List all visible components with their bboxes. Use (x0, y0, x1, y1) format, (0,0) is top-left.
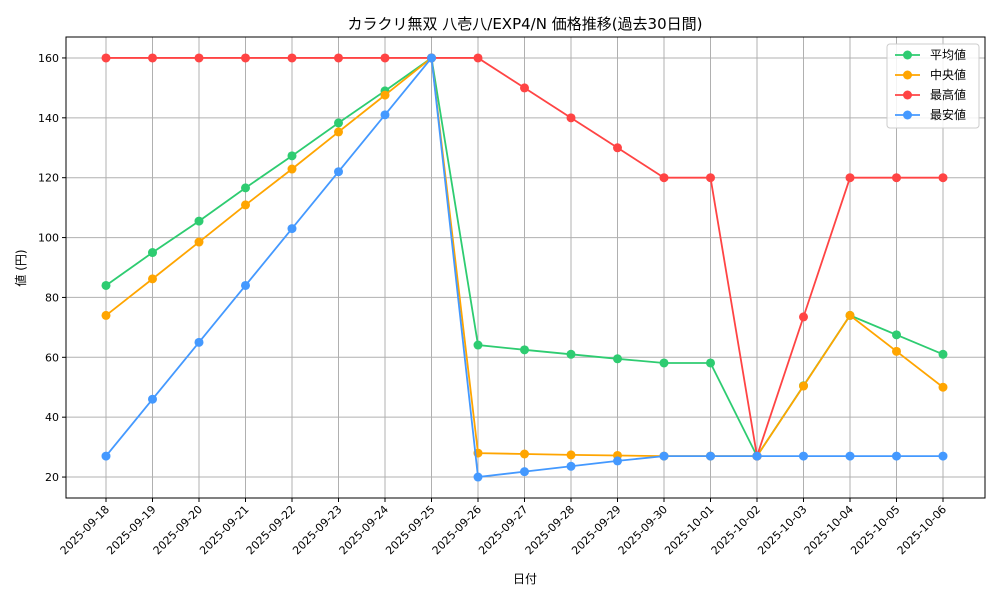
data-point (334, 127, 343, 137)
data-point (938, 173, 948, 183)
legend-marker (903, 70, 912, 80)
data-point (148, 53, 157, 63)
data-point (101, 280, 111, 290)
data-point (845, 310, 855, 320)
plot-frame (65, 36, 986, 499)
y-tick-label: 120 (38, 172, 59, 185)
legend-label: 最高値 (930, 87, 966, 102)
y-axis-label: 値 (円) (13, 249, 28, 286)
data-point (380, 110, 390, 120)
data-point (194, 337, 204, 347)
data-point (752, 451, 762, 461)
data-point (938, 451, 948, 461)
y-tick-label: 140 (38, 112, 59, 125)
x-axis-label: 日付 (513, 572, 537, 586)
data-point (241, 200, 250, 210)
data-point (194, 237, 204, 247)
data-point (380, 90, 390, 100)
data-point (706, 451, 715, 461)
y-tick-label: 20 (45, 471, 59, 484)
data-point (473, 472, 483, 482)
data-point (892, 330, 901, 340)
data-point (194, 216, 204, 226)
data-point (520, 83, 529, 93)
data-point (241, 53, 250, 63)
data-point (613, 354, 622, 364)
data-point (380, 53, 390, 63)
data-point (520, 467, 529, 477)
legend-marker (903, 110, 912, 120)
legend-box (886, 43, 980, 129)
data-point (473, 53, 483, 63)
data-point (892, 346, 901, 356)
y-tick-label: 80 (45, 291, 59, 304)
data-point (845, 451, 855, 461)
data-point (101, 451, 111, 461)
data-point (241, 183, 250, 193)
data-point (101, 53, 111, 63)
data-point (287, 151, 297, 161)
data-point (566, 450, 576, 460)
legend-label: 平均値 (930, 47, 966, 62)
data-point (287, 53, 297, 63)
y-tick-label: 60 (45, 351, 59, 364)
data-point (287, 164, 297, 174)
data-point (938, 349, 948, 359)
data-point (334, 118, 343, 128)
data-point (706, 173, 715, 183)
data-point (613, 456, 622, 466)
data-point (520, 449, 529, 459)
legend-marker (903, 90, 912, 100)
data-point (427, 53, 436, 63)
data-point (566, 349, 576, 359)
data-point (892, 173, 901, 183)
y-tick-label: 100 (38, 232, 59, 245)
data-point (148, 248, 157, 258)
data-point (566, 113, 576, 123)
data-point (101, 310, 111, 320)
data-point (799, 451, 808, 461)
data-point (659, 173, 669, 183)
legend-marker (903, 50, 912, 60)
data-point (334, 53, 343, 63)
data-point (566, 461, 576, 471)
data-point (473, 340, 483, 350)
x-tick-label: 2025-10-06 (895, 503, 949, 557)
chart-title: カラクリ無双 八壱八/EXP4/N 価格推移(過去30日間) (348, 15, 703, 33)
data-point (799, 381, 808, 391)
y-tick-label: 40 (45, 411, 59, 424)
series-3 (101, 53, 948, 482)
legend-label: 最安値 (930, 107, 966, 122)
data-point (520, 345, 529, 355)
y-tick-label: 160 (38, 52, 59, 65)
data-point (799, 312, 808, 322)
data-point (241, 280, 250, 290)
data-point (148, 394, 157, 404)
data-point (659, 451, 669, 461)
data-point (613, 143, 622, 153)
data-point (287, 224, 297, 234)
data-point (334, 167, 343, 177)
data-point (659, 358, 669, 368)
data-point (148, 274, 157, 284)
data-point (892, 451, 901, 461)
data-point (845, 173, 855, 183)
legend-label: 中央値 (930, 67, 966, 82)
data-point (706, 358, 715, 368)
data-point (938, 382, 948, 392)
data-point (194, 53, 204, 63)
